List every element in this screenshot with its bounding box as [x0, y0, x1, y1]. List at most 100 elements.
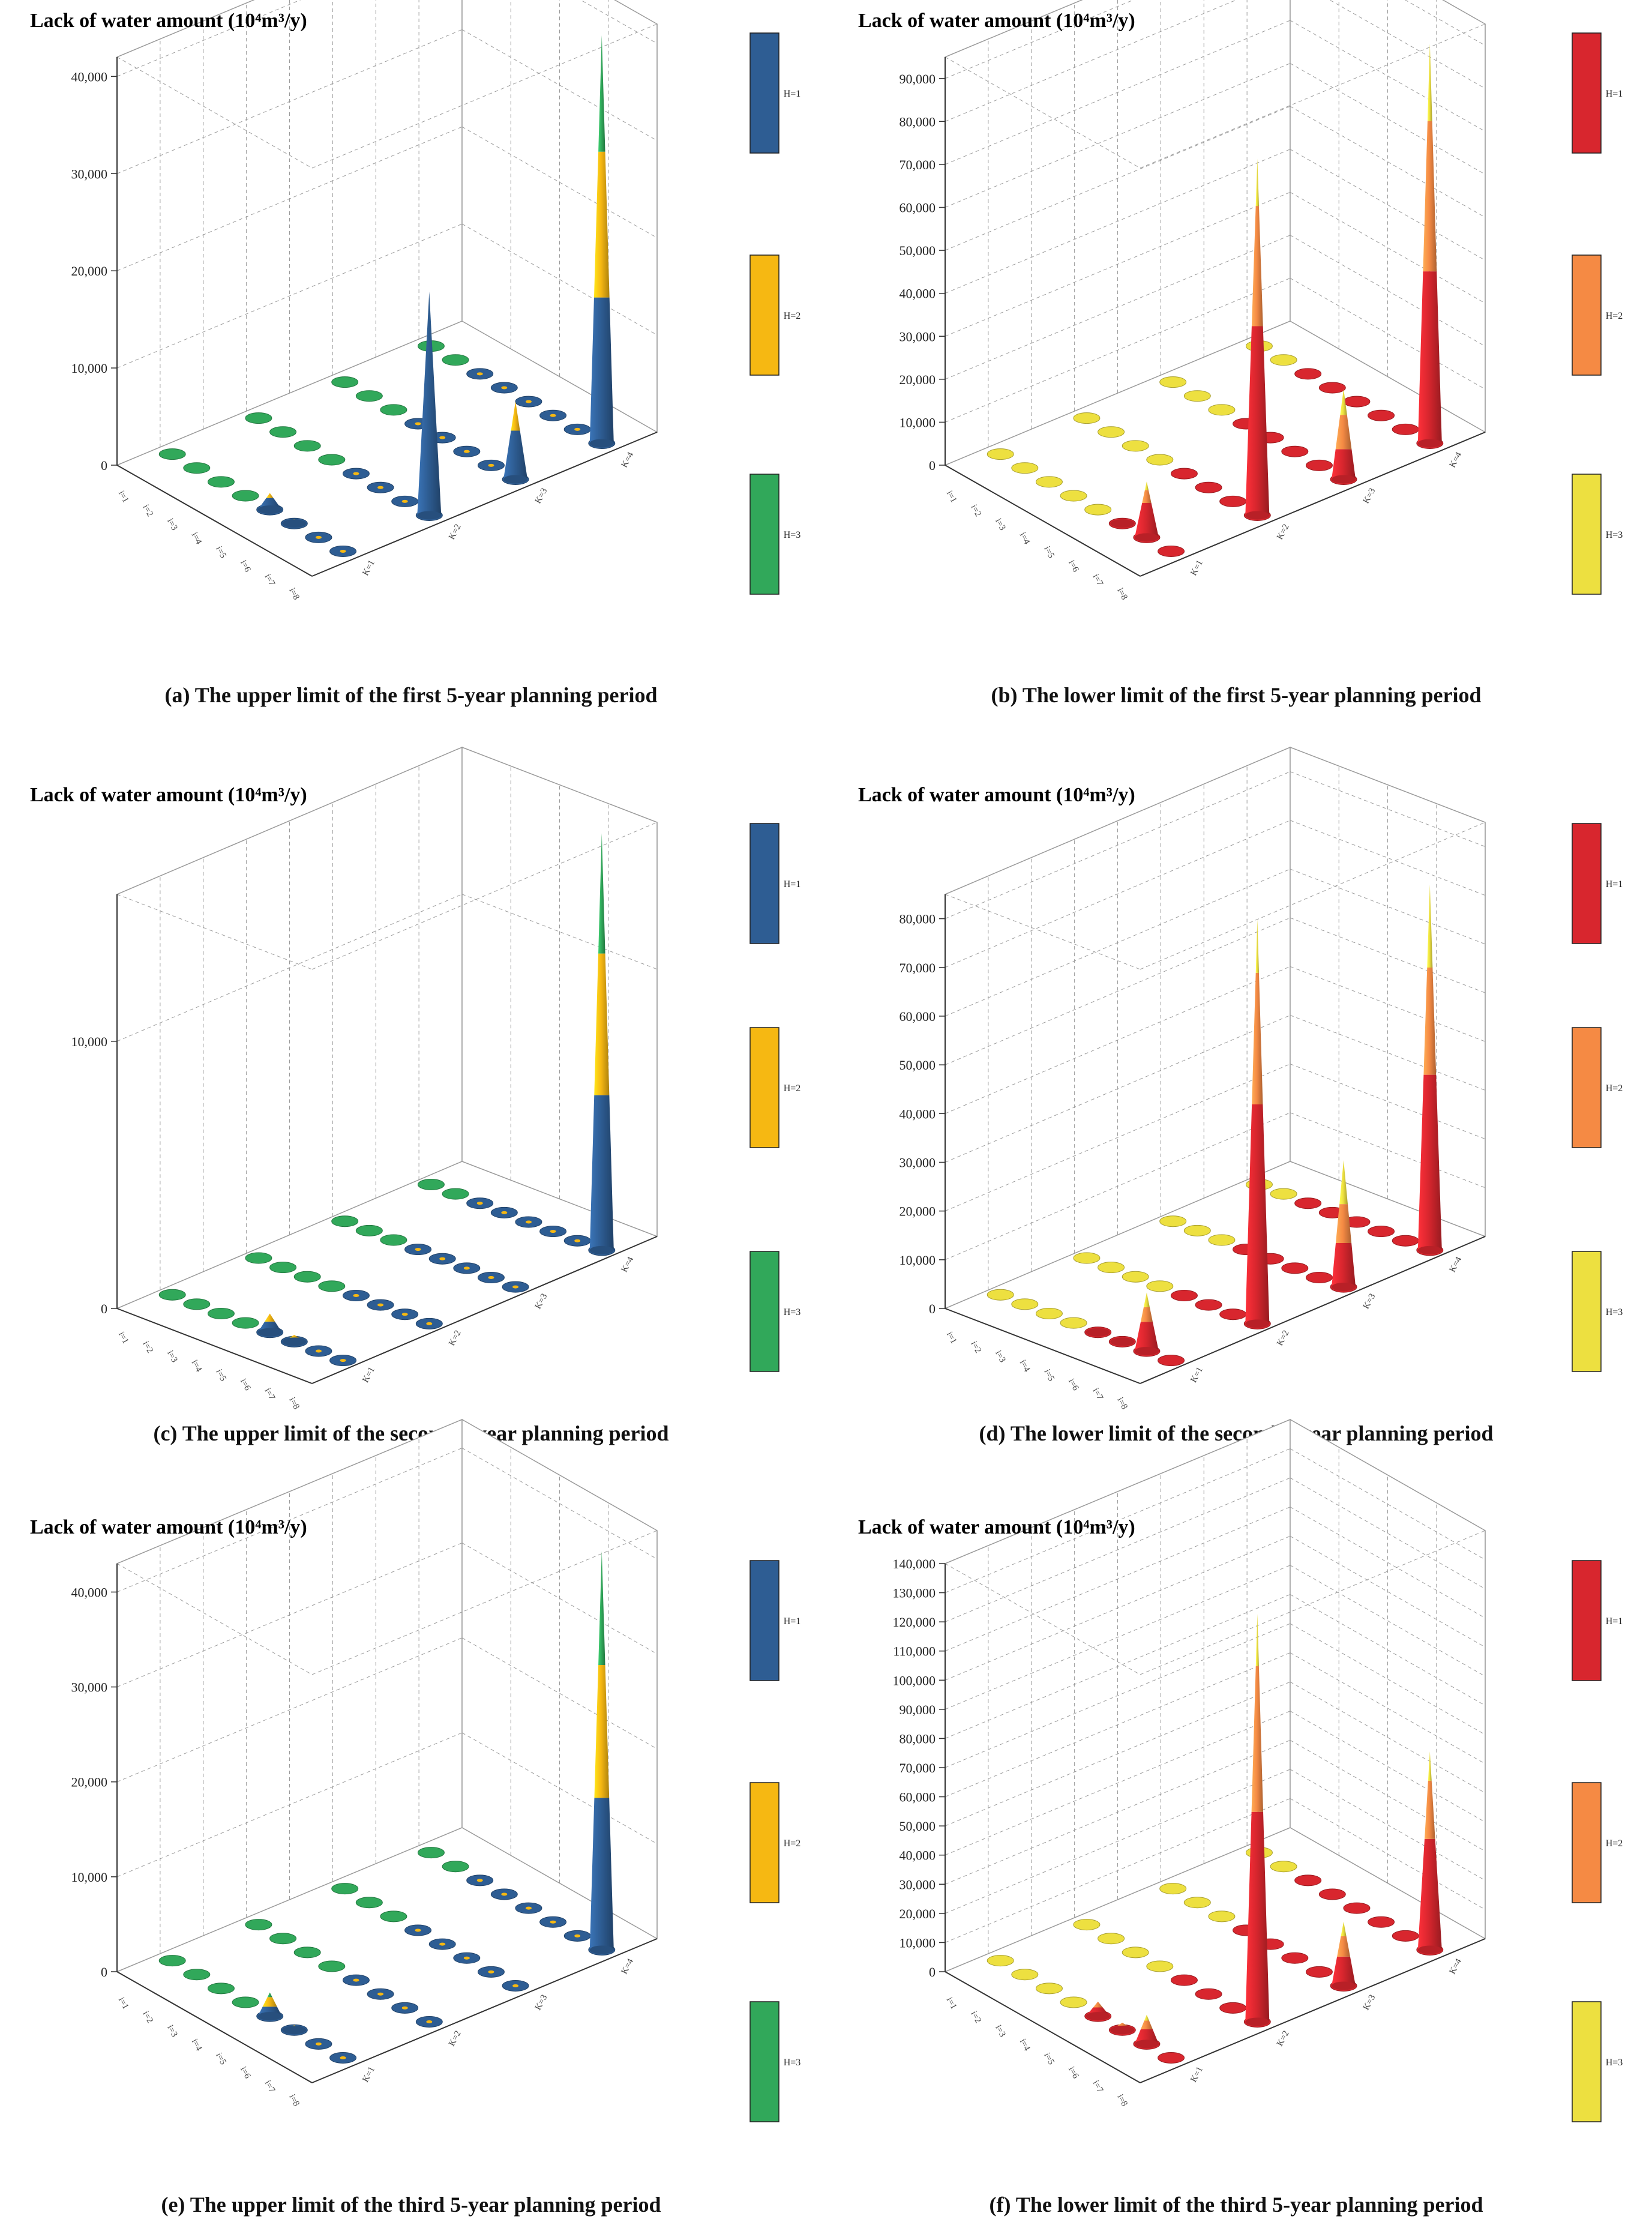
y-tick-label: 100,000: [893, 1673, 936, 1688]
floor-disc-center: [439, 1942, 446, 1946]
i-axis-label: i=5: [214, 2051, 228, 2066]
i-axis-label: i=7: [1091, 573, 1105, 588]
cone-base: [1110, 519, 1135, 528]
floor-disc-center: [415, 1928, 421, 1932]
cone-segment-h1: [1245, 1811, 1270, 2022]
cone-segment-h2: [289, 1335, 299, 1338]
floor-disc-center: [340, 549, 346, 553]
y-tick-label: 130,000: [893, 1586, 936, 1601]
floor-disc: [1208, 1910, 1236, 1922]
cone-base: [282, 519, 307, 528]
cone-segment-h1: [1332, 449, 1356, 480]
floor-disc-center: [476, 1202, 483, 1205]
cone-base: [1332, 1981, 1356, 1990]
y-tick-label: 30,000: [900, 1877, 936, 1892]
i-axis-label: i=6: [1066, 2065, 1081, 2081]
floor-disc-center: [439, 1257, 446, 1260]
floor-disc-center: [353, 1978, 359, 1982]
cone-segment-h1: [589, 1095, 614, 1250]
cone-segment-h1: [1245, 1104, 1270, 1324]
y-tick-label: 0: [101, 1301, 107, 1316]
i-axis: [945, 1308, 1141, 1384]
cone-segment-h3: [1255, 158, 1259, 206]
y-tick-label: 0: [929, 1965, 936, 1980]
floor-disc: [380, 1910, 407, 1922]
cone-segment-h3: [1255, 919, 1259, 973]
i-axis-label: i=7: [263, 573, 277, 588]
floor-disc: [269, 1262, 297, 1274]
legend: H=1 H=2 H=3: [749, 32, 800, 595]
i-axis-label: i=4: [190, 1358, 204, 1374]
cone-segment-h2: [1252, 972, 1263, 1105]
i-axis-label: i=7: [1091, 2079, 1105, 2095]
cone-base: [589, 439, 614, 448]
i-axis-label: i=6: [238, 559, 253, 574]
floor-disc: [269, 426, 297, 438]
floor-disc-center: [353, 1293, 359, 1297]
legend-swatch-h2: [749, 1027, 779, 1148]
floor-disc: [207, 476, 235, 488]
floor-disc: [1170, 1974, 1198, 1986]
floor-disc-center: [501, 1211, 508, 1214]
cone-i6-k1: [1110, 1337, 1135, 1346]
floor-disc-center: [401, 499, 408, 503]
floor-disc: [183, 1969, 211, 1981]
floor-disc-center: [574, 1239, 581, 1242]
cone-base: [1086, 2012, 1110, 2021]
cone-segment-h2: [594, 1665, 610, 1798]
floor-disc: [1281, 1952, 1309, 1964]
floor-disc: [987, 448, 1014, 460]
y-tick-label: 140,000: [893, 1556, 936, 1571]
cone-segment-h1: [1134, 2029, 1159, 2044]
k-axis-label: K=1: [361, 559, 377, 577]
cone-segment-h3: [1427, 884, 1433, 968]
i-axis: [945, 465, 1141, 577]
y-tick-label: 10,000: [900, 1935, 936, 1950]
chart-e: 0 10,000 20,000 30,000 40,000 i=1 i=2 i=3 i=4 i=5…: [30, 1418, 800, 2122]
legend: H=1 H=2 H=3: [1572, 1560, 1623, 2122]
k-axis-label: K=3: [533, 1292, 550, 1311]
floor-disc-center: [525, 1220, 532, 1224]
i-axis: [116, 1308, 313, 1384]
floor-disc-center: [315, 535, 322, 539]
i-axis: [116, 1971, 313, 2083]
i-axis-label: i=1: [116, 1330, 131, 1345]
cone-segment-h1: [503, 430, 528, 480]
floor-disc: [1270, 354, 1297, 366]
floor-disc: [1305, 459, 1333, 471]
cone-segment-h3: [598, 833, 605, 954]
i-axis-label: i=7: [263, 2079, 277, 2095]
cone-base: [257, 2012, 282, 2021]
cone-segment-h1: [1134, 503, 1159, 538]
cone-base: [1110, 1337, 1135, 1346]
y-tick-label: 60,000: [900, 1790, 936, 1805]
cone-segment-h1: [589, 1798, 614, 1950]
i-axis-label: i=5: [214, 1368, 228, 1383]
floor-disc: [183, 462, 211, 474]
cone-segment-h1: [1332, 1243, 1356, 1287]
i-axis-label: i=3: [165, 1349, 179, 1364]
y-tick-label: 40,000: [900, 1106, 936, 1121]
floor-disc: [1035, 1307, 1063, 1319]
cone-segment-h2: [1335, 415, 1352, 450]
i-axis-label: i=2: [140, 1340, 155, 1355]
floor-disc: [1170, 1289, 1198, 1301]
y-tick-label: 70,000: [900, 157, 936, 172]
cone-i8-k4: [1417, 43, 1442, 448]
k-axis-label: K=4: [620, 450, 636, 469]
floor-disc: [987, 1289, 1014, 1301]
i-axis-label: i=8: [1115, 586, 1129, 601]
y-axis-title: Lack of water amount (10⁴m³/y): [858, 1516, 1135, 1538]
cone-segment-h2: [1337, 1936, 1350, 1957]
cone-i8-k2: [417, 292, 442, 520]
cones: [257, 833, 614, 1346]
cone-base: [1134, 2040, 1159, 2049]
floor-disc: [1158, 2052, 1185, 2064]
i-axis-label: i=2: [969, 2010, 983, 2025]
y-tick-label: 10,000: [71, 1034, 108, 1049]
legend-swatch-h3: [1572, 474, 1602, 595]
i-axis-label: i=8: [1115, 2093, 1129, 2108]
floor-disc-center: [476, 372, 483, 376]
floor-disc: [1219, 495, 1247, 507]
